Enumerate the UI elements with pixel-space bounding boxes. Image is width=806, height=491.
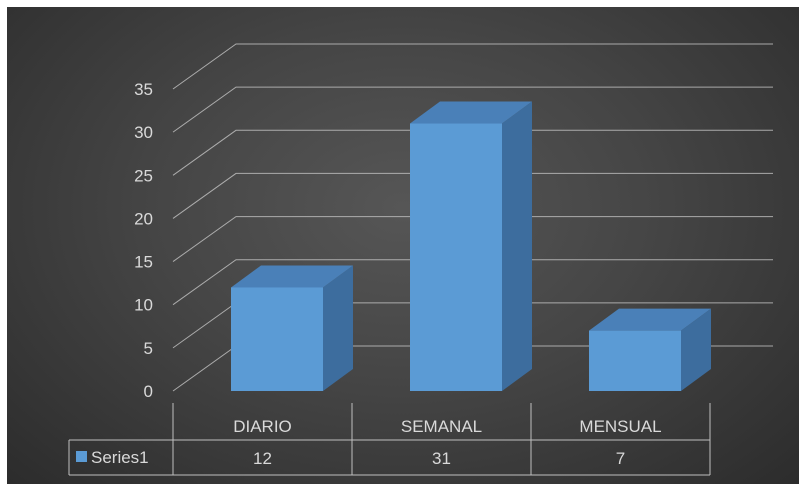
bar — [231, 287, 323, 391]
gridline — [172, 129, 773, 176]
y-tick-label: 5 — [144, 339, 153, 358]
bar-side — [681, 308, 711, 391]
data-value: 12 — [253, 449, 272, 468]
bar-top — [410, 101, 532, 124]
y-tick-label: 15 — [134, 253, 153, 272]
grid-lines — [172, 43, 773, 392]
y-tick-label: 20 — [134, 209, 153, 228]
gridline — [172, 43, 773, 90]
bar — [589, 330, 681, 391]
y-axis-ticks: 0 5 10 15 20 25 30 35 — [134, 80, 153, 401]
bar-side — [323, 265, 353, 391]
gridline — [172, 86, 773, 133]
series-name: Series1 — [91, 448, 149, 467]
gridline — [172, 259, 773, 306]
y-tick-label: 10 — [134, 296, 153, 315]
y-tick-label: 0 — [144, 382, 153, 401]
gridline — [172, 172, 773, 219]
data-value: 7 — [616, 449, 625, 468]
bar — [410, 123, 502, 391]
y-tick-label: 30 — [134, 123, 153, 142]
bar-top — [231, 265, 353, 288]
bar-side — [502, 101, 532, 391]
bar-top — [589, 308, 711, 331]
category-label: MENSUAL — [579, 417, 661, 436]
chart-area: 0 5 10 15 20 25 30 35 DIARIO SEMANAL MENSUAL Serie… — [7, 7, 799, 484]
chart-svg: 0 5 10 15 20 25 30 35 DIARIO SEMANAL MENSUAL Serie… — [68, 43, 773, 476]
y-tick-label: 35 — [134, 80, 153, 99]
gridline — [172, 216, 773, 262]
y-tick-label: 25 — [134, 166, 153, 185]
category-label: SEMANAL — [401, 417, 482, 436]
bars — [231, 101, 711, 391]
data-table: DIARIO SEMANAL MENSUAL Series1 12 31 7 — [68, 403, 711, 476]
legend-swatch — [76, 451, 87, 462]
category-label: DIARIO — [233, 417, 292, 436]
data-value: 31 — [432, 449, 451, 468]
